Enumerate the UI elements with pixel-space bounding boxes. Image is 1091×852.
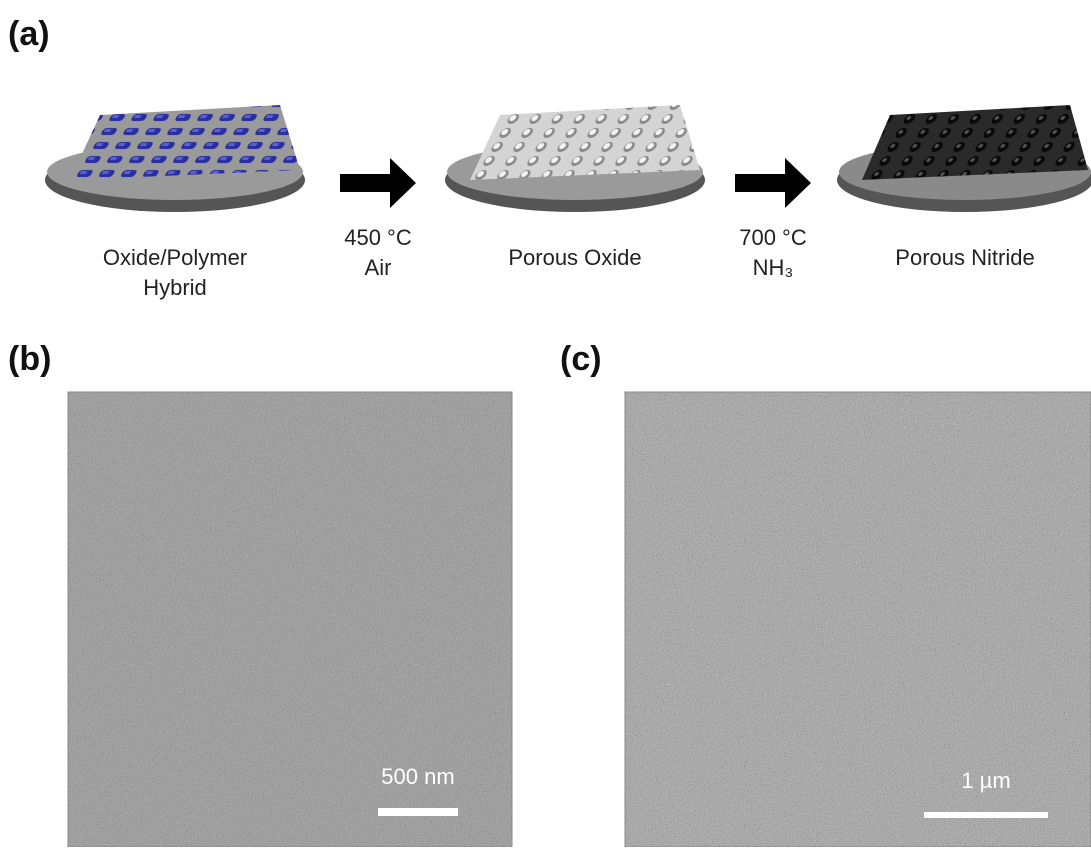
condition-label: Air [365, 255, 392, 280]
hybrid-disk [45, 105, 305, 212]
scale-bar [378, 808, 458, 816]
scale-bar-label: 500 nm [381, 764, 454, 789]
scale-bar [924, 812, 1048, 818]
step-label: Porous Oxide [508, 245, 641, 270]
step-label: Hybrid [143, 275, 207, 300]
panel-label: (b) [8, 340, 51, 378]
step-label: Oxide/Polymer [103, 245, 247, 270]
scale-bar-label: 1 µm [961, 768, 1010, 793]
sem-image: 1 µm [624, 391, 1091, 848]
arrow [735, 158, 811, 208]
arrow [340, 158, 416, 208]
nitride-disk [837, 105, 1091, 212]
condition-label: 700 °C [739, 225, 807, 250]
condition-label: 450 °C [344, 225, 412, 250]
oxide-disk [445, 105, 705, 212]
panel-label: (c) [560, 340, 602, 378]
sem-image: 500 nm [67, 391, 513, 848]
panel-label: (a) [8, 15, 50, 53]
condition-label: NH₃ [753, 255, 794, 280]
step-label: Porous Nitride [895, 245, 1034, 270]
